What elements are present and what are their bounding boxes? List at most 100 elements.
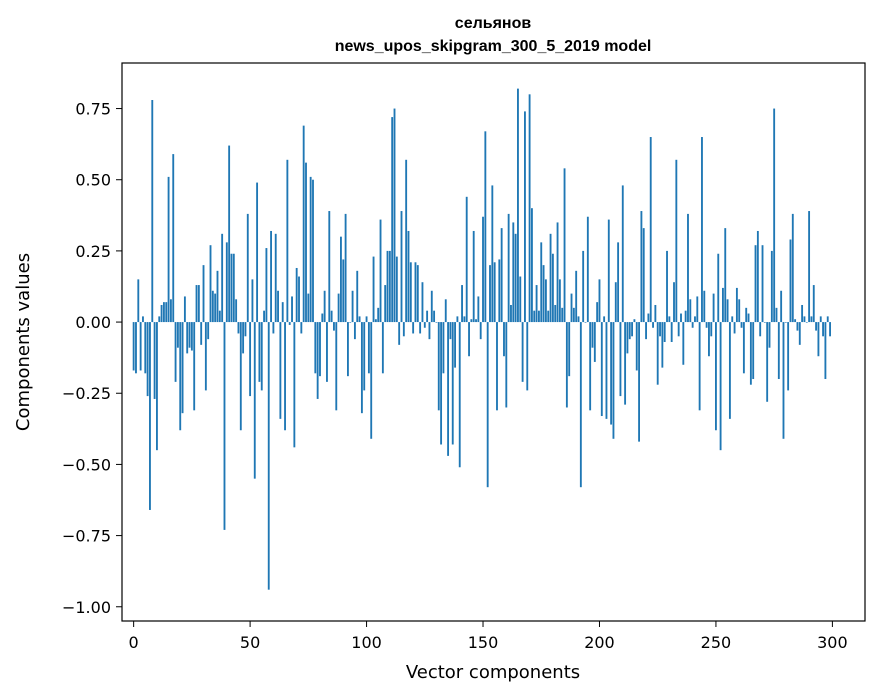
bar-132 <box>440 322 443 445</box>
bar-90 <box>342 259 345 323</box>
bar-103 <box>372 256 375 323</box>
bar-86 <box>333 322 335 331</box>
bar-39 <box>223 322 226 530</box>
bar-95 <box>353 322 356 340</box>
bar-252 <box>719 322 722 451</box>
y-axis-label: Components values <box>13 253 34 431</box>
bar-168 <box>524 111 526 323</box>
bar-33 <box>209 245 212 323</box>
y-tick-label: 0.50 <box>75 171 111 190</box>
bar-60 <box>272 322 275 334</box>
bar-5 <box>144 322 147 374</box>
bar-237 <box>684 310 687 323</box>
y-tick-label: −1.00 <box>62 598 111 617</box>
bar-107 <box>381 322 384 374</box>
bar-104 <box>374 319 377 323</box>
bar-170 <box>528 94 531 323</box>
bar-114 <box>398 322 401 345</box>
bar-152 <box>486 322 489 488</box>
bar-283 <box>791 213 794 323</box>
bar-231 <box>670 322 673 342</box>
bar-50 <box>249 322 252 397</box>
bar-124 <box>421 282 424 323</box>
bar-299 <box>829 322 831 337</box>
bar-163 <box>512 222 515 323</box>
bar-71 <box>298 276 300 323</box>
bar-25 <box>190 322 193 351</box>
bar-270 <box>761 245 764 323</box>
bar-115 <box>400 211 403 323</box>
bar-151 <box>484 131 487 323</box>
bar-29 <box>200 322 203 345</box>
bar-153 <box>489 265 491 323</box>
bar-286 <box>798 322 801 345</box>
bar-245 <box>703 290 706 323</box>
bar-38 <box>221 233 224 323</box>
bar-37 <box>218 310 221 323</box>
bar-155 <box>493 262 496 323</box>
bar-208 <box>617 242 620 323</box>
bar-14 <box>165 302 168 323</box>
bar-156 <box>496 322 498 411</box>
bar-272 <box>766 322 769 402</box>
bar-264 <box>747 313 750 323</box>
bar-157 <box>498 259 501 323</box>
bar-108 <box>384 285 387 323</box>
bar-126 <box>426 310 429 323</box>
bar-215 <box>633 319 636 323</box>
y-tick-label: −0.75 <box>62 527 111 546</box>
bar-136 <box>449 322 452 340</box>
bar-223 <box>652 322 654 328</box>
bar-258 <box>733 322 736 334</box>
bar-205 <box>610 322 613 425</box>
bar-102 <box>370 322 373 439</box>
y-tick-label: 0.75 <box>75 100 111 119</box>
bar-241 <box>694 316 696 323</box>
bar-172 <box>533 310 536 323</box>
bar-100 <box>365 316 368 323</box>
bar-1 <box>135 322 137 374</box>
bar-81 <box>321 313 324 323</box>
bar-31 <box>204 322 207 391</box>
chart-subtitle: news_upos_skipgram_300_5_2019 model <box>335 38 652 55</box>
bar-197 <box>591 322 594 348</box>
bar-74 <box>305 162 307 323</box>
bar-75 <box>307 293 310 323</box>
bar-12 <box>160 304 163 323</box>
bar-263 <box>745 307 748 323</box>
bar-149 <box>479 322 482 340</box>
bar-98 <box>360 322 363 414</box>
bar-219 <box>642 228 645 323</box>
bar-143 <box>465 196 468 323</box>
bar-128 <box>430 290 433 323</box>
bar-176 <box>542 265 545 323</box>
bar-254 <box>724 228 727 323</box>
bar-78 <box>314 322 317 374</box>
bar-289 <box>805 322 808 323</box>
bar-40 <box>225 242 228 323</box>
bar-246 <box>705 322 708 328</box>
bar-52 <box>253 322 256 479</box>
bar-226 <box>659 322 661 337</box>
bar-116 <box>402 322 405 337</box>
bar-195 <box>586 216 589 323</box>
bar-227 <box>661 322 664 368</box>
bar-220 <box>645 322 647 340</box>
bar-43 <box>232 253 235 323</box>
bar-144 <box>468 322 470 357</box>
bar-57 <box>265 248 268 323</box>
bar-187 <box>568 322 571 377</box>
bar-34 <box>211 290 214 323</box>
bar-204 <box>607 219 610 323</box>
bar-24 <box>188 322 191 348</box>
bar-112 <box>393 108 396 323</box>
bar-250 <box>715 322 717 431</box>
bar-256 <box>728 322 731 419</box>
bar-150 <box>482 216 484 323</box>
bar-196 <box>589 322 592 411</box>
bar-247 <box>708 322 710 357</box>
bar-207 <box>614 282 617 323</box>
bar-171 <box>531 208 533 323</box>
bar-232 <box>673 282 675 323</box>
bar-202 <box>603 316 606 323</box>
